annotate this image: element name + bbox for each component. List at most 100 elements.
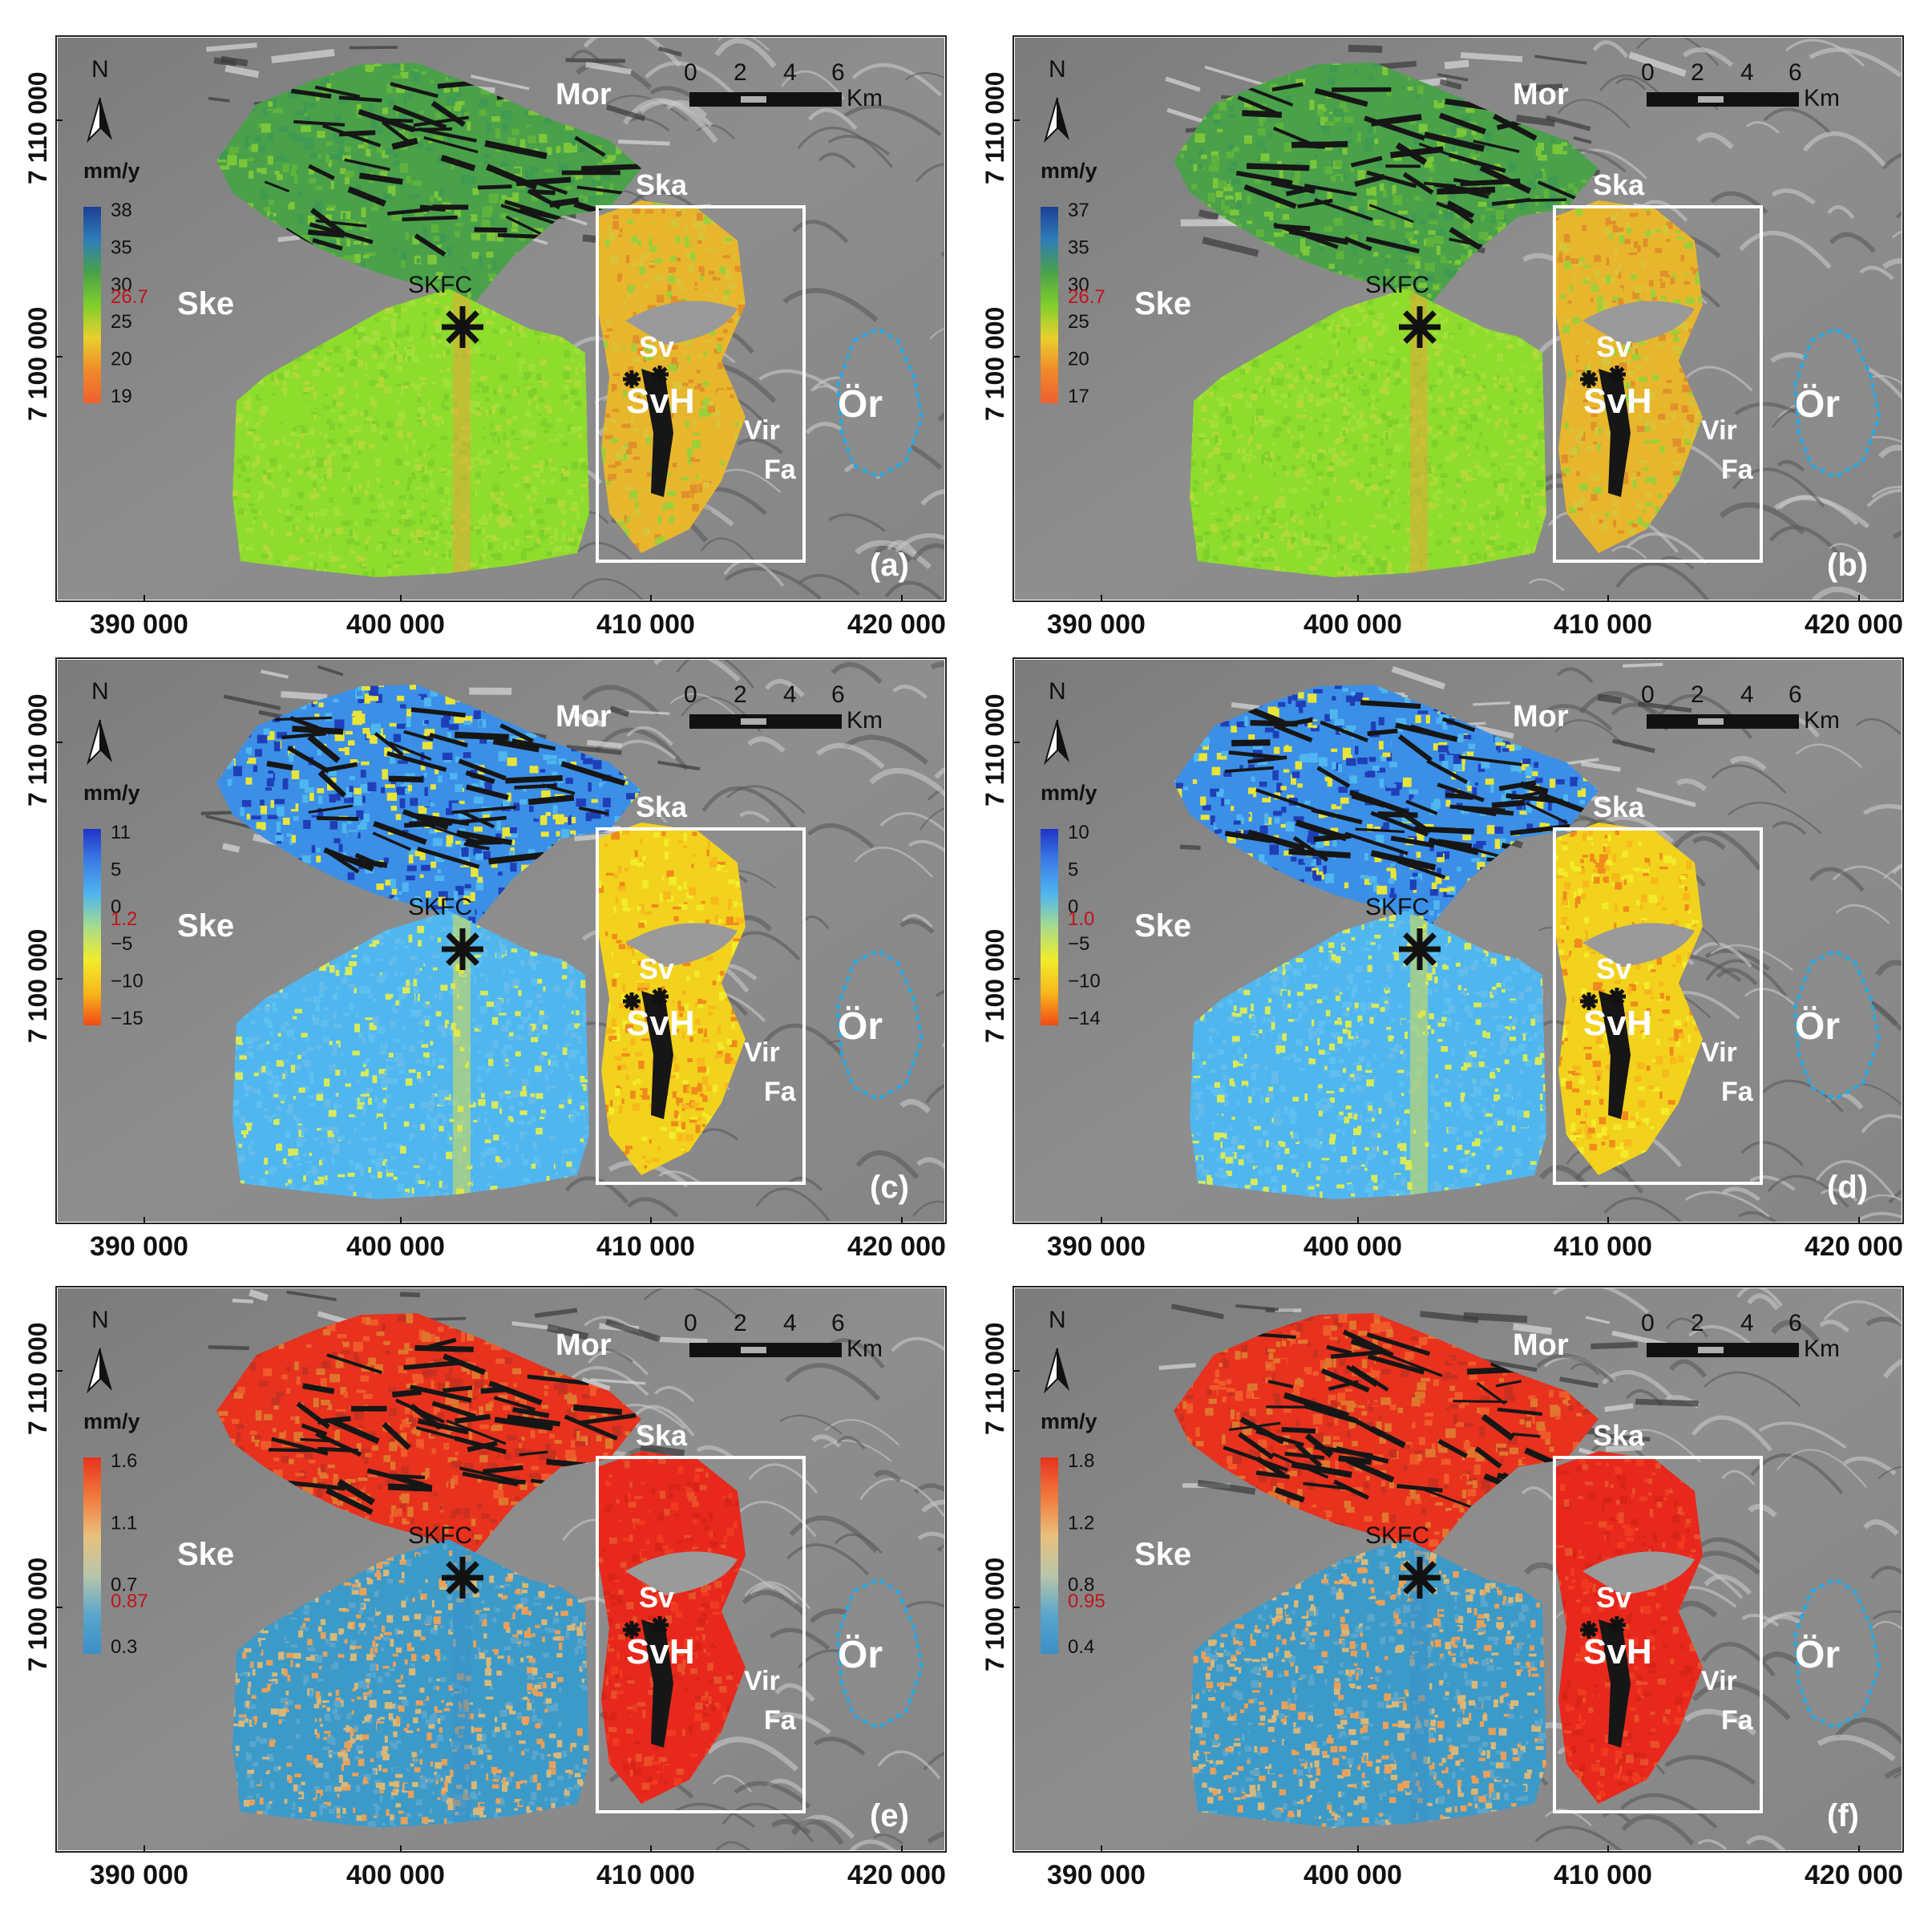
x-tick-label: 400 000 [346,1860,445,1890]
map-area: Mor Ska Ske SKFC Sv SvH Vir Fa Ör N 0 2 4 6Km mm/y 10 5 0… [1015,660,1902,1222]
place-label-sv: Sv [639,952,674,985]
place-label-fa: Fa [1721,455,1754,485]
legend-colorbar [1041,1457,1058,1654]
scalebar-tick: 4 [783,1310,797,1336]
station-icon [623,370,641,388]
map-frame [1012,35,1904,602]
scalebar-unit: Km [1804,707,1840,734]
legend-unit: mm/y [1041,781,1097,805]
legend-value: −5 [111,933,132,955]
x-tick-label: 410 000 [596,1860,695,1890]
grey-lake-sv [625,1551,738,1595]
skfc-station-icon [442,928,483,970]
x-tick-label: 390 000 [90,1860,188,1890]
legend-value: 1.6 [111,1450,137,1472]
station-icon [623,992,641,1010]
legend-mean-value: 0.95 [1068,1591,1105,1612]
place-label-vir: Vir [1701,1037,1737,1068]
legend-value: −10 [1068,971,1101,992]
x-tick-label: 390 000 [90,1231,188,1262]
place-label-sv: Sv [1596,952,1631,985]
place-label-skfc: SKFC [408,272,472,298]
legend-value: 0.8 [1068,1574,1094,1596]
place-label-svh: SvH [1583,1632,1652,1671]
x-tick-label: 420 000 [1805,609,1903,640]
grey-lake-sv [625,301,738,345]
aoi-box [1553,1456,1763,1813]
map-panel-d: Mor Ska Ske SKFC Sv SvH Vir Fa Ör N 0 2 4 6 Km mm/y 10 5 0… [957,622,1914,1262]
scalebar: 0 2 4 6Km [684,59,883,111]
station-icon [651,988,669,1005]
legend-colorbar [83,207,101,403]
place-label-fa: Fa [764,1705,797,1736]
panel-label-e: (e) [870,1798,909,1833]
x-tick-label: 390 000 [1047,609,1146,640]
lake-outline-or [1793,1577,1881,1730]
x-tick-label: 420 000 [1805,1231,1903,1262]
legend-value: 38 [111,200,132,221]
north-arrow-icon [1043,1348,1069,1394]
place-label-ske: Ske [177,286,234,321]
x-tick-label: 390 000 [90,609,188,640]
place-label-mor: Mor [1513,1328,1569,1362]
map-e: Mor Ska Ske SKFC Sv SvH Vir Fa Ör N 0 2 4 6Km mm/y 1.6 1… [23,1286,947,1890]
y-tick-label: 7 110 000 [980,693,1009,806]
x-tick-label: 400 000 [1303,1231,1402,1262]
place-label-vir: Vir [744,1666,780,1696]
coherent-footprint [1190,1539,1546,1828]
place-label-ske: Ske [1134,286,1191,321]
legend-value: 0 [111,896,121,918]
panel-label-a: (a) [870,548,909,583]
scalebar-unit: Km [1804,1336,1840,1362]
coherent-footprint [1190,911,1546,1199]
map-panel-a: Mor Ska Ske SKFC Sv SvH Vir Fa Ör N 0 2 4 6 Km mm/y 38 35… [0,0,957,640]
dark-gully [641,369,673,497]
skfc-station-icon [1399,1557,1441,1599]
scalebar-tick: 0 [1641,681,1655,708]
place-label-ska: Ska [1593,168,1645,201]
north-arrow-icon [86,719,112,766]
place-label-mor: Mor [556,1328,612,1362]
x-tick-label: 400 000 [1303,609,1402,640]
x-tick-label: 410 000 [1554,1860,1652,1890]
dark-gully [1599,991,1631,1119]
legend-value: 0 [1068,896,1078,918]
legend-value: −15 [111,1008,143,1029]
x-tick-label: 410 000 [596,1231,695,1262]
y-tick-label: 7 100 000 [980,307,1009,421]
map-frame [55,1286,947,1853]
place-label-ske: Ske [177,1537,234,1572]
station-icon [651,1616,669,1634]
map-area: Mor Ska Ske SKFC Sv SvH Vir Fa Ör N 0 2 4 6Km mm/y 11 5 0… [58,660,944,1222]
scalebar-tick: 6 [831,681,845,708]
north-arrow-label: N [91,56,109,83]
place-label-ska: Ska [636,168,688,201]
place-label-or: Ör [838,1005,883,1048]
scalebar-unit: Km [847,707,883,734]
legend-value: 1.2 [1068,1512,1094,1534]
x-tick-label: 400 000 [1303,1860,1402,1890]
scalebar-unit: Km [847,85,883,111]
place-label-svh: SvH [626,382,695,421]
skfc-station-icon [1399,928,1441,970]
vertical-streak [1410,293,1428,573]
place-label-svh: SvH [626,1004,695,1043]
x-tick-label: 420 000 [847,1860,946,1890]
map-panel-f: Mor Ska Ske SKFC Sv SvH Vir Fa Ör N 0 2 4 6 Km mm/y 1.8 1… [957,1251,1914,1890]
place-label-sv: Sv [1596,330,1631,363]
legend-value: 37 [1068,200,1089,221]
north-arrow-icon [86,97,112,143]
grey-lake-sv [1582,301,1695,345]
scalebar: 0 2 4 6Km [1641,1310,1840,1362]
legend-value: 0.3 [111,1636,137,1658]
place-label-or: Ör [1795,1634,1840,1676]
north-arrow-icon [1043,719,1069,766]
legend-value: 1.1 [111,1512,137,1534]
scalebar-tick: 6 [831,59,845,86]
y-tick-label: 7 110 000 [23,71,52,184]
legend-unit: mm/y [83,159,140,183]
lake-outline-or [835,1577,924,1730]
legend-value: 20 [111,349,132,370]
legend-value: 0.7 [111,1574,137,1596]
legend-value: 11 [111,822,131,843]
